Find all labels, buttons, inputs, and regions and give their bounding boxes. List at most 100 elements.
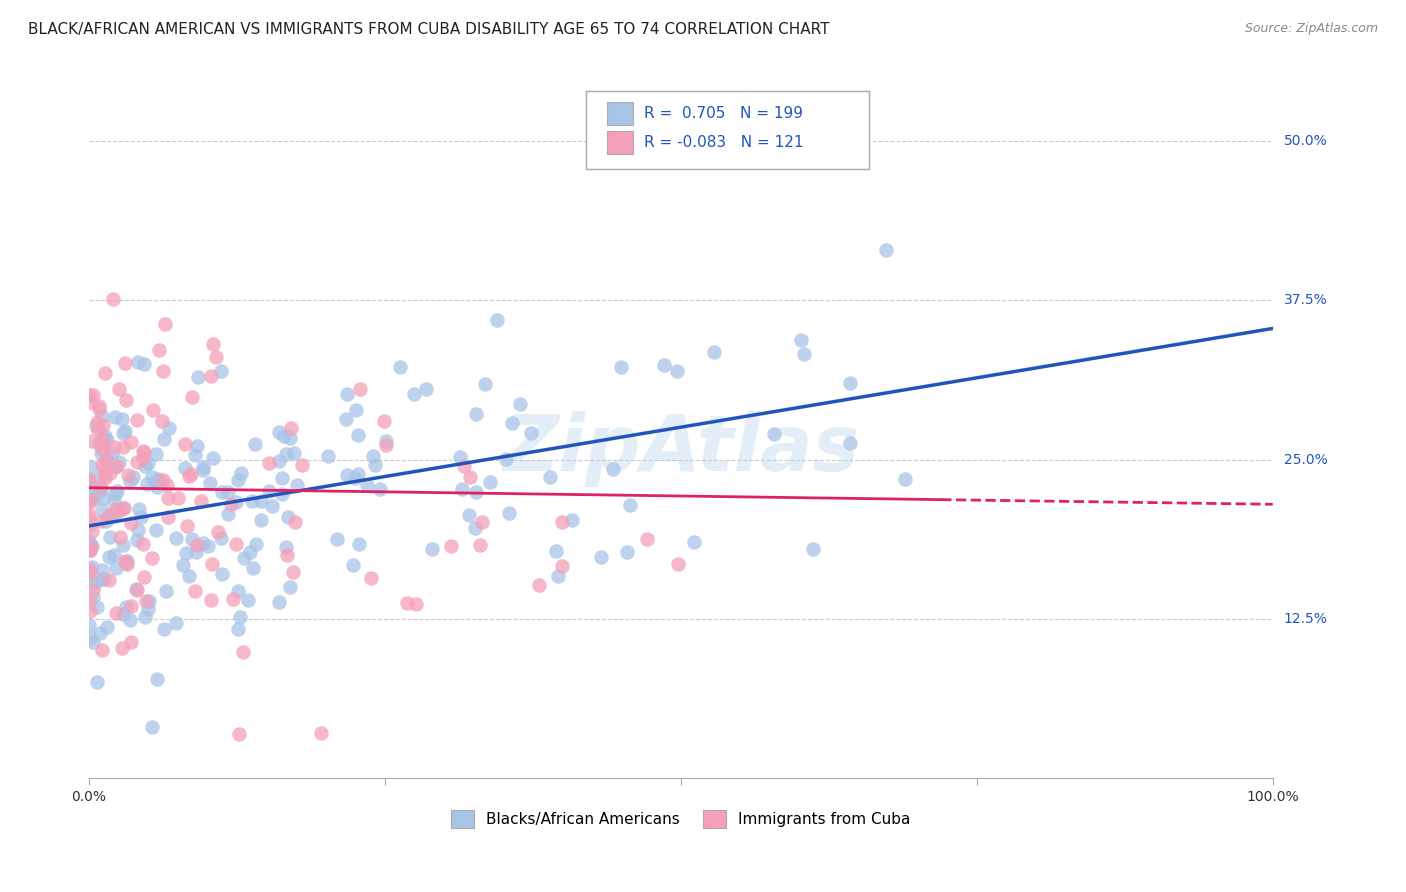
Point: [269, 595, 291, 609]
Point: [115, 557, 138, 571]
Point: [273, 429, 295, 443]
Point: [464, 407, 486, 421]
Point: [103, 494, 125, 508]
Point: [93, 572, 115, 586]
Point: [283, 446, 305, 460]
Point: [356, 478, 378, 492]
Point: [80, 460, 103, 475]
Point: [90, 442, 112, 457]
Point: [374, 434, 396, 449]
Point: [245, 437, 267, 451]
Point: [474, 377, 496, 392]
Point: [112, 538, 135, 552]
Point: [141, 469, 163, 483]
Point: [82, 591, 104, 605]
Point: [174, 436, 197, 450]
Point: [77, 517, 100, 532]
Point: [232, 550, 254, 565]
Point: [165, 615, 187, 630]
Point: [104, 410, 127, 425]
Point: [98, 574, 121, 588]
Point: [191, 536, 214, 550]
Point: [478, 475, 501, 490]
Point: [77, 475, 100, 489]
Point: [120, 516, 142, 530]
Point: [77, 387, 100, 401]
Point: [187, 370, 209, 384]
Point: [181, 390, 204, 404]
Point: [98, 530, 121, 544]
Point: [111, 607, 134, 621]
Point: [148, 474, 170, 488]
Point: [156, 509, 179, 524]
Point: [485, 313, 508, 327]
Point: [636, 533, 658, 547]
Point: [153, 317, 176, 331]
Point: [347, 467, 370, 482]
Point: [198, 476, 221, 491]
Point: [111, 640, 134, 655]
Point: [153, 432, 176, 446]
Point: [347, 537, 370, 551]
Point: [87, 422, 110, 436]
Point: [77, 536, 100, 550]
Point: [179, 469, 201, 483]
Point: [115, 554, 138, 568]
Point: [336, 467, 359, 482]
Point: [117, 467, 139, 482]
Point: [87, 437, 110, 451]
Point: [336, 387, 359, 401]
Point: [111, 412, 134, 426]
Point: [115, 556, 138, 570]
Point: [89, 480, 111, 494]
Point: [458, 508, 481, 523]
Point: [152, 623, 174, 637]
Point: [79, 394, 101, 409]
Point: [186, 538, 208, 552]
Point: [471, 516, 494, 530]
Point: [80, 540, 103, 554]
Point: [589, 549, 612, 564]
Point: [111, 501, 134, 516]
Point: [551, 559, 574, 574]
Point: [91, 572, 114, 586]
Point: [225, 494, 247, 508]
Point: [91, 438, 114, 452]
Point: [225, 536, 247, 550]
Point: [193, 459, 215, 474]
Point: [134, 610, 156, 624]
Point: [91, 458, 114, 472]
Point: [80, 434, 103, 449]
Point: [271, 471, 294, 485]
Text: 50.0%: 50.0%: [1284, 134, 1327, 148]
Point: [173, 461, 195, 475]
Point: [544, 544, 567, 558]
Point: [211, 484, 233, 499]
Point: [98, 508, 121, 522]
Point: [449, 450, 471, 465]
Point: [82, 583, 104, 598]
Point: [77, 539, 100, 553]
Point: [114, 600, 136, 615]
Point: [520, 426, 543, 441]
Point: [83, 491, 105, 506]
Point: [326, 533, 349, 547]
Point: [375, 437, 398, 451]
Point: [616, 545, 638, 559]
Point: [343, 471, 366, 485]
Point: [80, 492, 103, 507]
Point: [344, 402, 367, 417]
Point: [84, 482, 107, 496]
Point: [285, 478, 308, 492]
Point: [103, 440, 125, 454]
Point: [283, 516, 305, 530]
Point: [103, 292, 125, 306]
Point: [547, 569, 569, 583]
Point: [101, 446, 124, 460]
Point: [82, 635, 104, 649]
Point: [125, 583, 148, 598]
Text: 25.0%: 25.0%: [1284, 452, 1327, 467]
Point: [551, 515, 574, 529]
Point: [250, 513, 273, 527]
Point: [538, 469, 561, 483]
